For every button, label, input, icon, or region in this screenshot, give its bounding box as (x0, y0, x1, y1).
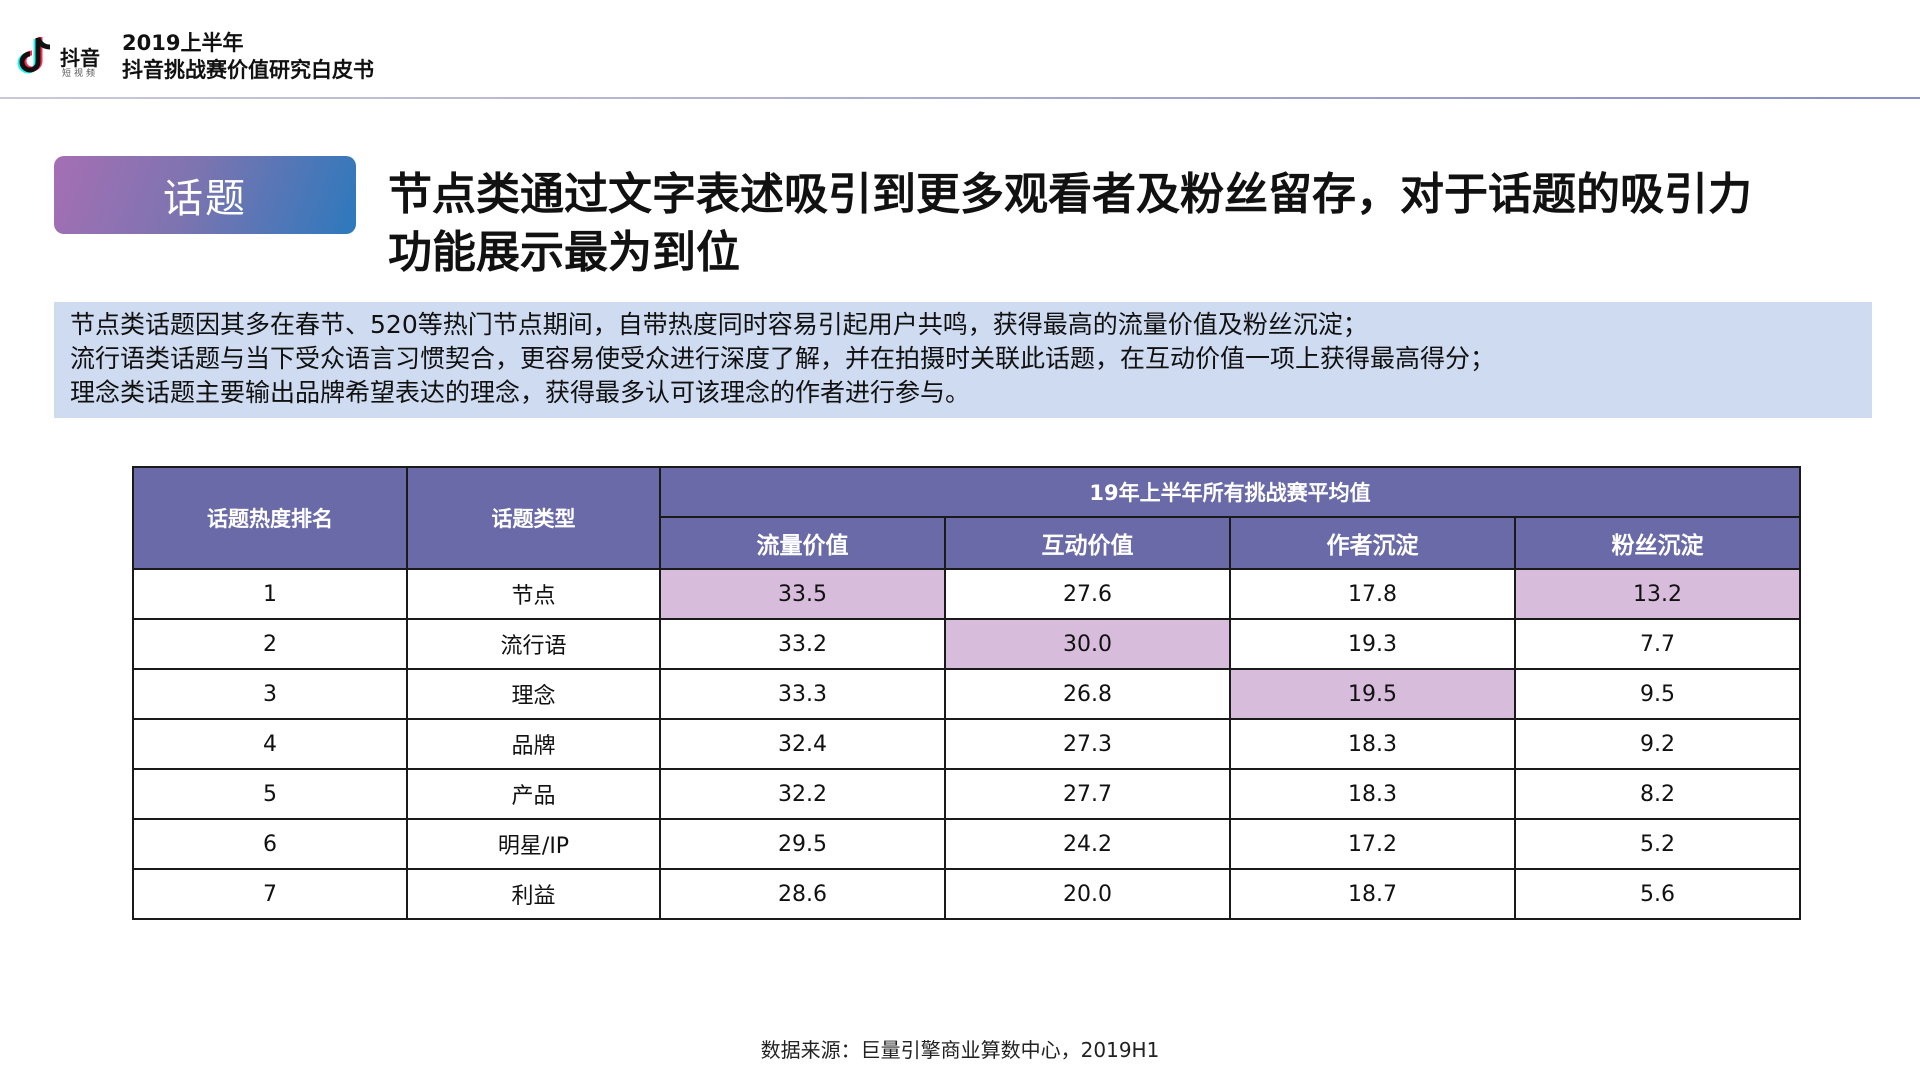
summary-box: 节点类话题因其多在春节、520等热门节点期间，自带热度同时容易引起用户共鸣，获得… (54, 302, 1872, 418)
cell-rank: 6 (132, 818, 408, 870)
topic-badge: 话题 (54, 156, 356, 234)
cell-value: 33.2 (659, 618, 946, 670)
report-year: 2019上半年 (122, 31, 244, 55)
challenge-value-table: 话题热度排名 话题类型 19年上半年所有挑战赛平均值 流量价值 互动价值 作者沉… (132, 466, 1802, 920)
page-headline: 节点类通过文字表述吸引到更多观看者及粉丝留存，对于话题的吸引力功能展示最为到位 (388, 169, 1752, 278)
cell-value: 18.3 (1229, 768, 1516, 820)
data-source: 数据来源：巨量引擎商业算数中心，2019H1 (760, 1038, 1160, 1062)
table-row: 3 理念 33.3 26.8 19.5 9.5 (132, 668, 1802, 720)
music-note-icon (17, 37, 51, 74)
cell-value: 7.7 (1513, 618, 1802, 670)
cell-type: 品牌 (406, 718, 661, 770)
cell-value: 19.3 (1229, 618, 1516, 670)
douyin-logo: 抖音 短视频 (16, 34, 106, 84)
cell-value: 20.0 (944, 868, 1231, 920)
cell-type: 利益 (406, 868, 661, 920)
header-metric: 流量价值 (659, 516, 946, 570)
header-metric: 粉丝沉淀 (1513, 516, 1802, 570)
report-title: 2019上半年 抖音挑战赛价值研究白皮书 (122, 30, 374, 84)
cell-value: 27.7 (944, 768, 1231, 820)
cell-value: 18.7 (1229, 868, 1516, 920)
cell-value: 27.3 (944, 718, 1231, 770)
header-rank: 话题热度排名 (132, 466, 408, 570)
cell-value: 9.5 (1513, 668, 1802, 720)
cell-type: 节点 (406, 568, 661, 620)
cell-value: 17.2 (1229, 818, 1516, 870)
cell-value: 5.6 (1513, 868, 1802, 920)
cell-type: 流行语 (406, 618, 661, 670)
page-header: 抖音 短视频 2019上半年 抖音挑战赛价值研究白皮书 (0, 0, 1920, 99)
table-row: 2 流行语 33.2 30.0 19.3 7.7 (132, 618, 1802, 670)
cell-value: 13.2 (1513, 568, 1802, 620)
table-row: 5 产品 32.2 27.7 18.3 8.2 (132, 768, 1802, 820)
cell-rank: 4 (132, 718, 408, 770)
cell-rank: 3 (132, 668, 408, 720)
cell-value: 8.2 (1513, 768, 1802, 820)
cell-type: 产品 (406, 768, 661, 820)
header-metric: 互动价值 (944, 516, 1231, 570)
cell-value: 9.2 (1513, 718, 1802, 770)
cell-value: 29.5 (659, 818, 946, 870)
cell-value: 26.8 (944, 668, 1231, 720)
report-name: 抖音挑战赛价值研究白皮书 (122, 58, 374, 82)
cell-value: 33.3 (659, 668, 946, 720)
logo-text: 抖音 (60, 46, 100, 70)
cell-value: 27.6 (944, 568, 1231, 620)
table-row: 4 品牌 32.4 27.3 18.3 9.2 (132, 718, 1802, 770)
cell-value: 19.5 (1229, 668, 1516, 720)
cell-value: 18.3 (1229, 718, 1516, 770)
cell-value: 32.2 (659, 768, 946, 820)
table-row: 1 节点 33.5 27.6 17.8 13.2 (132, 568, 1802, 620)
cell-value: 24.2 (944, 818, 1231, 870)
cell-value: 28.6 (659, 868, 946, 920)
header-metric: 作者沉淀 (1229, 516, 1516, 570)
cell-type: 理念 (406, 668, 661, 720)
cell-value: 5.2 (1513, 818, 1802, 870)
cell-rank: 7 (132, 868, 408, 920)
cell-value: 32.4 (659, 718, 946, 770)
summary-line: 节点类话题因其多在春节、520等热门节点期间，自带热度同时容易引起用户共鸣，获得… (70, 310, 1368, 339)
table-row: 7 利益 28.6 20.0 18.7 5.6 (132, 868, 1802, 920)
table-row: 6 明星/IP 29.5 24.2 17.2 5.2 (132, 818, 1802, 870)
cell-rank: 2 (132, 618, 408, 670)
cell-value: 30.0 (944, 618, 1231, 670)
header-type: 话题类型 (406, 466, 661, 570)
table-body: 1 节点 33.5 27.6 17.8 13.2 2 流行语 33.2 30.0 19.3 7.7 3 理… (132, 568, 1802, 920)
header-group: 19年上半年所有挑战赛平均值 (658, 466, 1802, 518)
cell-value: 17.8 (1229, 568, 1516, 620)
summary-line: 流行语类话题与当下受众语言习惯契合，更容易使受众进行深度了解，并在拍摄时关联此话… (70, 344, 1496, 373)
logo-subtext: 短视频 (62, 69, 99, 79)
header-divider (0, 97, 1920, 99)
cell-rank: 1 (132, 568, 408, 620)
cell-rank: 5 (132, 768, 408, 820)
cell-value: 33.5 (659, 568, 946, 620)
summary-line: 理念类话题主要输出品牌希望表达的理念，获得最多认可该理念的作者进行参与。 (70, 378, 971, 407)
cell-type: 明星/IP (406, 818, 661, 870)
